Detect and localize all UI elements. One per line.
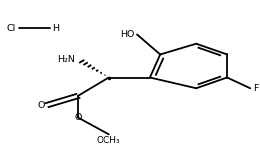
Text: H: H [52, 24, 59, 33]
Text: H₂N: H₂N [57, 55, 75, 64]
Text: F: F [253, 84, 258, 93]
Text: O: O [74, 113, 82, 122]
Text: O: O [37, 101, 44, 110]
Text: OCH₃: OCH₃ [97, 136, 121, 145]
Text: Cl: Cl [7, 24, 16, 33]
Text: HO: HO [120, 30, 134, 39]
